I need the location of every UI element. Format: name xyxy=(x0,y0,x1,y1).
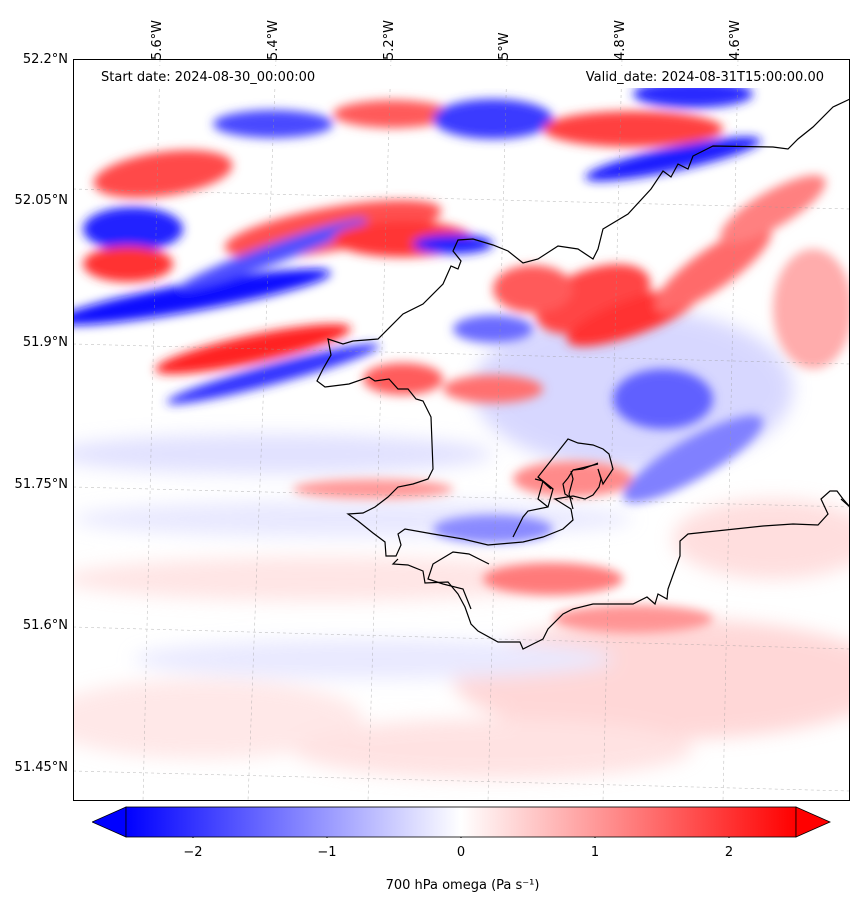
lat-tick-label: 52.05°N xyxy=(14,193,68,208)
colorbar-label: 700 hPa omega (Pa s⁻¹) xyxy=(385,878,540,893)
graticule xyxy=(73,59,850,801)
colorbar-max-extend xyxy=(795,806,831,838)
colorbar-tick-label: −2 xyxy=(183,845,203,860)
lon-tick-label: 4.8°W xyxy=(613,19,628,60)
colorbar-tick-label: 0 xyxy=(456,845,466,860)
lat-tick-label: 51.75°N xyxy=(14,477,68,492)
colorbar xyxy=(92,806,831,838)
colorbar-min-extend xyxy=(92,806,127,838)
colorbar-tick-label: 2 xyxy=(724,845,734,860)
valid-date-label: Valid_date: 2024-08-31T15:00:00.00 xyxy=(585,70,824,85)
coastline xyxy=(316,98,850,650)
map-frame xyxy=(73,59,850,801)
lat-tick-label: 52.2°N xyxy=(22,52,68,67)
lon-tick-label: 5.4°W xyxy=(266,19,281,60)
lat-tick-label: 51.45°N xyxy=(14,760,68,775)
lat-tick-label: 51.9°N xyxy=(22,335,68,350)
lat-tick-label: 51.6°N xyxy=(22,618,68,633)
omega-map xyxy=(73,59,850,801)
colorbar-ticks xyxy=(192,837,730,838)
lon-tick-label: 4.6°W xyxy=(728,19,743,60)
colorbar-gradient xyxy=(125,806,797,838)
colorbar-tick-label: −1 xyxy=(317,845,337,860)
colorbar-tick-label: 1 xyxy=(590,845,600,860)
lon-tick-label: 5°W xyxy=(497,32,512,60)
lon-tick-label: 5.2°W xyxy=(382,19,397,60)
start-date-label: Start date: 2024-08-30_00:00:00 xyxy=(101,70,316,85)
lon-tick-label: 5.6°W xyxy=(150,19,165,60)
date-info-box: Start date: 2024-08-30_00:00:00 Valid_da… xyxy=(93,66,830,88)
